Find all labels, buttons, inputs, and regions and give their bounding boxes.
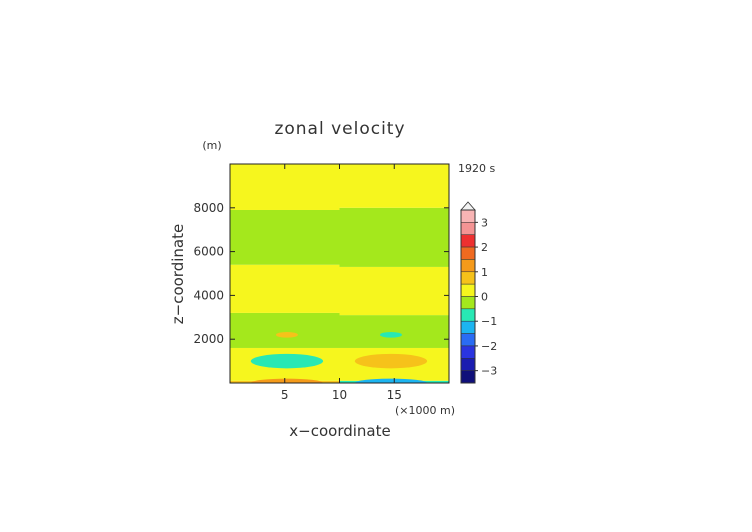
plot-area (229, 163, 450, 384)
colorbar-swatch (460, 283, 476, 297)
contour-band (230, 209, 340, 265)
contour-band (230, 264, 340, 313)
colorbar-swatch (460, 308, 476, 322)
contour-band (339, 266, 449, 316)
colorbar-tick-label: 1 (481, 266, 488, 279)
colorbar-tick-label: 3 (481, 216, 488, 229)
colorbar-swatch (460, 222, 476, 235)
colorbar-swatch (460, 333, 476, 347)
x-tick-label: 5 (281, 388, 289, 402)
colorbar-swatch (460, 259, 476, 273)
contour-band (339, 315, 449, 348)
colorbar-swatch (460, 271, 476, 285)
colorbar-tick-label: −3 (481, 365, 497, 378)
contour-band (230, 312, 340, 348)
x-axis: 5 10 15 (281, 164, 402, 402)
y-tick-label: 6000 (193, 245, 224, 259)
colorbar-tick-label: −1 (481, 315, 497, 328)
contour-cell (275, 331, 298, 338)
contour-cell (250, 353, 324, 369)
y-axis-label: z−coordinate (169, 224, 187, 324)
colorbar: 3 2 1 0 −1 −2 −3 (460, 201, 497, 384)
colorbar-tick-label: −2 (481, 340, 497, 353)
chart-title: zonal velocity (274, 119, 405, 139)
y-tick-label: 8000 (193, 201, 224, 215)
contour-cell (354, 353, 428, 369)
x-tick-label: 15 (387, 388, 402, 402)
contour-band (339, 207, 449, 267)
y-unit-label: (m) (202, 139, 221, 152)
y-tick-label: 2000 (193, 332, 224, 346)
x-tick-label: 10 (332, 388, 347, 402)
y-tick-label: 4000 (193, 288, 224, 302)
x-unit-label: (×1000 m) (395, 404, 455, 417)
colorbar-tick-label: 2 (481, 241, 488, 254)
contour-cell (250, 378, 324, 383)
contour-band (230, 164, 340, 210)
colorbar-swatch (460, 370, 476, 384)
time-label: 1920 s (458, 162, 495, 175)
contour-cell (380, 331, 402, 338)
contour-band (339, 164, 449, 208)
colorbar-swatch (460, 296, 476, 310)
colorbar-swatch (460, 320, 476, 334)
colorbar-swatch (460, 234, 476, 248)
colorbar-swatch (460, 209, 476, 223)
colorbar-swatch (460, 358, 476, 371)
contour-cell (354, 378, 428, 383)
colorbar-swatch (460, 246, 476, 260)
y-axis: 2000 4000 6000 8000 (193, 201, 449, 346)
colorbar-tick-label: 0 (481, 291, 488, 304)
x-axis-label: x−coordinate (289, 422, 390, 440)
colorbar-extension (460, 201, 476, 211)
colorbar-swatch (460, 345, 476, 359)
